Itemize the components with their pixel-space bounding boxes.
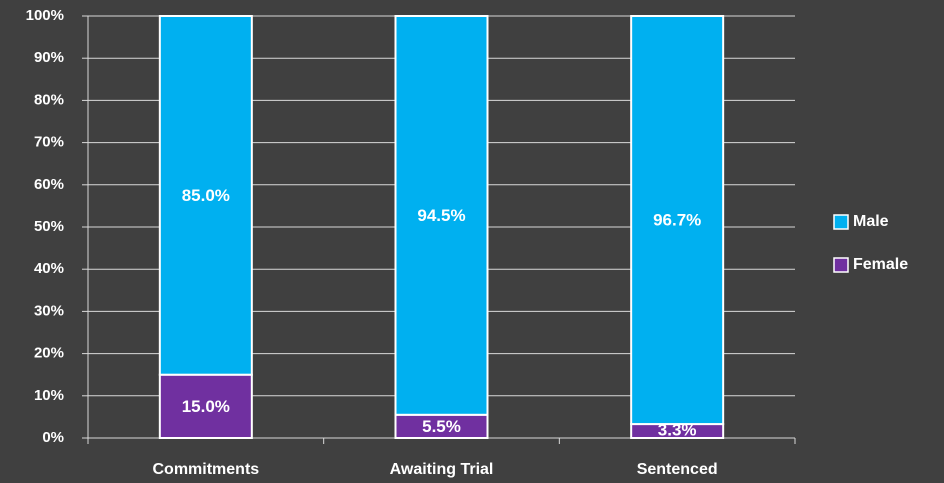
y-tick-label: 100% (26, 7, 64, 24)
y-tick-label: 90% (34, 49, 64, 66)
data-label: 5.5% (422, 417, 461, 436)
bar-segment (158, 373, 253, 440)
x-tick-label: Sentenced (637, 461, 718, 478)
y-tick-label: 0% (42, 429, 64, 446)
y-tick-label: 80% (34, 91, 64, 108)
y-tick-label: 60% (34, 176, 64, 193)
legend-label: Male (853, 213, 889, 230)
data-label: 3.3% (658, 420, 697, 439)
data-label: 85.0% (182, 186, 230, 205)
data-label: 15.0% (182, 397, 230, 416)
y-tick-label: 20% (34, 345, 64, 362)
data-label: 94.5% (417, 206, 465, 225)
data-label: 96.7% (653, 211, 701, 230)
y-tick-label: 70% (34, 134, 64, 151)
y-tick-label: 50% (34, 218, 64, 235)
bar-segment (394, 15, 489, 416)
legend-swatch (833, 214, 849, 230)
y-tick-label: 40% (34, 260, 64, 277)
x-tick-label: Commitments (152, 461, 259, 478)
bar-segment (630, 15, 725, 426)
bar-segment (158, 15, 253, 376)
legend-swatch (833, 257, 849, 273)
legend-label: Female (853, 256, 908, 273)
x-tick-label: Awaiting Trial (390, 461, 494, 478)
y-tick-label: 30% (34, 302, 64, 319)
y-tick-label: 10% (34, 387, 64, 404)
